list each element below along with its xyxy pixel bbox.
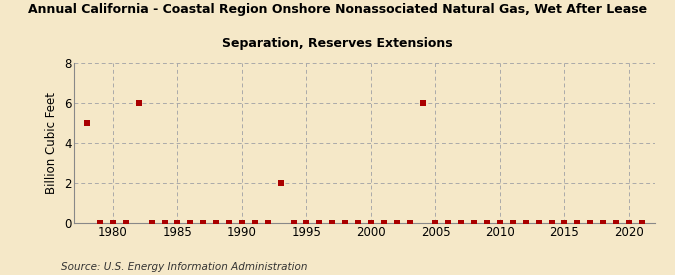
Point [275,181,286,185]
Text: Separation, Reserves Extensions: Separation, Reserves Extensions [222,37,453,50]
Text: Annual California - Coastal Region Onshore Nonassociated Natural Gas, Wet After : Annual California - Coastal Region Onsho… [28,3,647,16]
Point [314,221,325,225]
Point [546,221,557,225]
Point [533,221,544,225]
Point [508,221,518,225]
Point [327,221,338,225]
Point [456,221,466,225]
Point [624,221,634,225]
Point [443,221,454,225]
Text: Source: U.S. Energy Information Administration: Source: U.S. Energy Information Administ… [61,262,307,272]
Y-axis label: Billion Cubic Feet: Billion Cubic Feet [45,92,59,194]
Point [107,221,118,225]
Point [379,221,389,225]
Point [585,221,595,225]
Point [366,221,377,225]
Point [572,221,583,225]
Point [637,221,647,225]
Point [288,221,299,225]
Point [236,221,247,225]
Point [430,221,441,225]
Point [223,221,234,225]
Point [404,221,415,225]
Point [495,221,506,225]
Point [301,221,312,225]
Point [146,221,157,225]
Point [598,221,609,225]
Point [520,221,531,225]
Point [417,101,428,105]
Point [482,221,493,225]
Point [211,221,221,225]
Point [392,221,402,225]
Point [159,221,170,225]
Point [120,221,131,225]
Point [95,221,105,225]
Point [250,221,261,225]
Point [82,121,92,125]
Point [185,221,196,225]
Point [134,101,144,105]
Point [172,221,183,225]
Point [352,221,363,225]
Point [611,221,622,225]
Point [468,221,479,225]
Point [559,221,570,225]
Point [263,221,273,225]
Point [198,221,209,225]
Point [340,221,350,225]
